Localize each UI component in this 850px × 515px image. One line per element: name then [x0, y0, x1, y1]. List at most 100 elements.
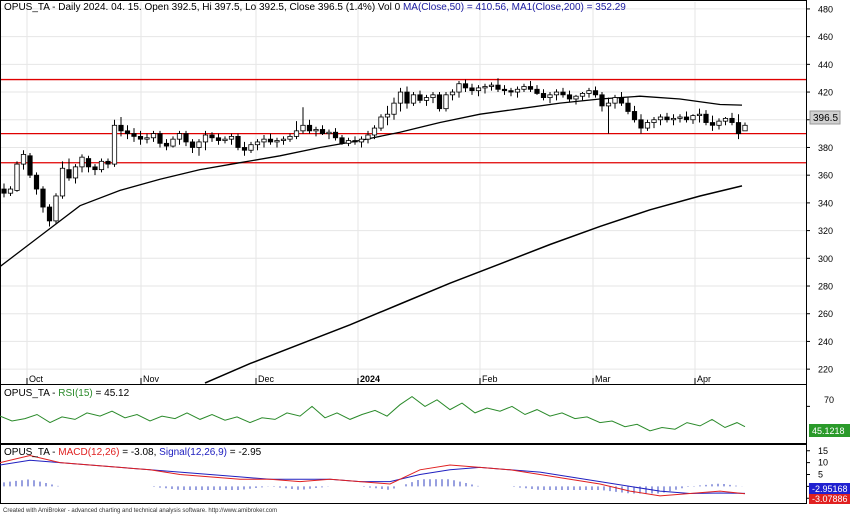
candle-body: [332, 131, 339, 139]
candle-body: [33, 174, 40, 190]
last-price-badge: [809, 110, 841, 125]
candle-body: [430, 94, 436, 98]
price-tick-label: 340: [818, 198, 833, 208]
candle-body: [618, 97, 625, 104]
month-label: 2024: [360, 374, 380, 384]
price-tick-label: 480: [818, 4, 833, 14]
candle-body: [319, 129, 326, 135]
candle-body: [553, 91, 560, 96]
macd-title: OPUS_TA - MACD(12,26) = -3.08, Signal(12…: [4, 447, 262, 458]
candle-body: [508, 90, 514, 93]
candle-body: [313, 129, 319, 132]
price-tick-label: 380: [818, 143, 833, 153]
candle-body: [1, 188, 7, 194]
candle-body: [547, 94, 553, 98]
candle-body: [599, 94, 605, 107]
price-tick-label: 420: [818, 88, 833, 98]
candle-body: [365, 134, 371, 140]
candle-body: [657, 116, 664, 121]
candle-body: [27, 155, 33, 176]
signal-last-badge: [809, 483, 850, 494]
candle-body: [514, 88, 521, 93]
candle-body: [215, 137, 222, 141]
candle-body: [417, 94, 423, 101]
candle-body: [521, 86, 527, 90]
price-tick-label: 320: [818, 226, 833, 236]
candle-body: [46, 206, 53, 222]
candle-body: [573, 95, 579, 100]
candle-body: [66, 169, 72, 179]
candle-body: [352, 140, 358, 143]
candle-body: [274, 140, 280, 143]
candle-body: [59, 167, 66, 197]
candle-body: [638, 119, 644, 129]
candle-body: [443, 94, 449, 110]
candle-body: [605, 102, 612, 107]
candle-body: [449, 91, 456, 96]
candle-body: [222, 138, 228, 141]
last-price-label: 396.5: [813, 113, 838, 124]
candle-body: [592, 90, 599, 96]
candle-body: [469, 87, 475, 92]
candle-body: [202, 134, 209, 143]
candle-body: [248, 144, 254, 151]
macd-panel: [0, 444, 807, 504]
rsi-last-badge: [809, 424, 850, 437]
candle-body: [729, 117, 735, 123]
candle-body: [410, 94, 417, 104]
candle-body: [436, 94, 443, 110]
candle-body: [53, 195, 59, 222]
rsi-title: OPUS_TA - RSI(15) = 45.12: [4, 388, 130, 399]
candle-body: [540, 93, 547, 98]
candle-body: [157, 133, 163, 144]
price-tick-label: 240: [818, 337, 833, 347]
candle-body: [462, 83, 469, 89]
candle-body: [176, 133, 183, 140]
candle-body: [690, 115, 696, 121]
candle-body: [586, 90, 592, 94]
candle-body: [72, 166, 79, 179]
candle-body: [371, 127, 378, 136]
candle-body: [482, 86, 488, 89]
candle-body: [306, 124, 313, 132]
price-tick-label: 440: [818, 60, 833, 70]
candle-body: [423, 97, 430, 101]
ma200-line: [204, 185, 743, 384]
candle-body: [235, 135, 241, 148]
candle-body: [254, 141, 261, 146]
ma50-line: [0, 95, 743, 268]
candle-body: [189, 141, 196, 148]
price-panel: [0, 0, 807, 385]
candle-body: [293, 130, 300, 137]
candle-body: [397, 91, 404, 104]
candle-body: [20, 153, 27, 165]
candle-body: [644, 122, 651, 129]
macd-tick-label: 15: [818, 446, 828, 456]
rsi-line: [0, 395, 746, 432]
candle-body: [196, 141, 202, 148]
candle-body: [456, 83, 462, 93]
candle-body: [527, 86, 534, 90]
candle-body: [261, 138, 267, 143]
candle-body: [391, 102, 397, 115]
month-label: Mar: [595, 374, 611, 384]
candle-body: [287, 135, 293, 140]
candle-body: [384, 113, 391, 118]
candle-body: [716, 120, 722, 126]
candles-layer: [1, 78, 748, 227]
footer-credit: Created with AmiBroker - advanced charti…: [3, 508, 277, 514]
candle-body: [105, 160, 111, 165]
candle-body: [228, 135, 235, 140]
price-tick-label: 300: [818, 254, 833, 264]
candle-body: [488, 84, 495, 87]
candle-body: [209, 134, 215, 139]
candle-body: [722, 117, 729, 122]
candle-body: [378, 116, 384, 129]
candle-body: [631, 111, 638, 121]
candle-body: [170, 138, 176, 147]
macd-last-badge: [809, 494, 850, 504]
price-tick-label: 280: [818, 282, 833, 292]
macd-line: [0, 454, 746, 497]
candle-body: [241, 147, 248, 151]
